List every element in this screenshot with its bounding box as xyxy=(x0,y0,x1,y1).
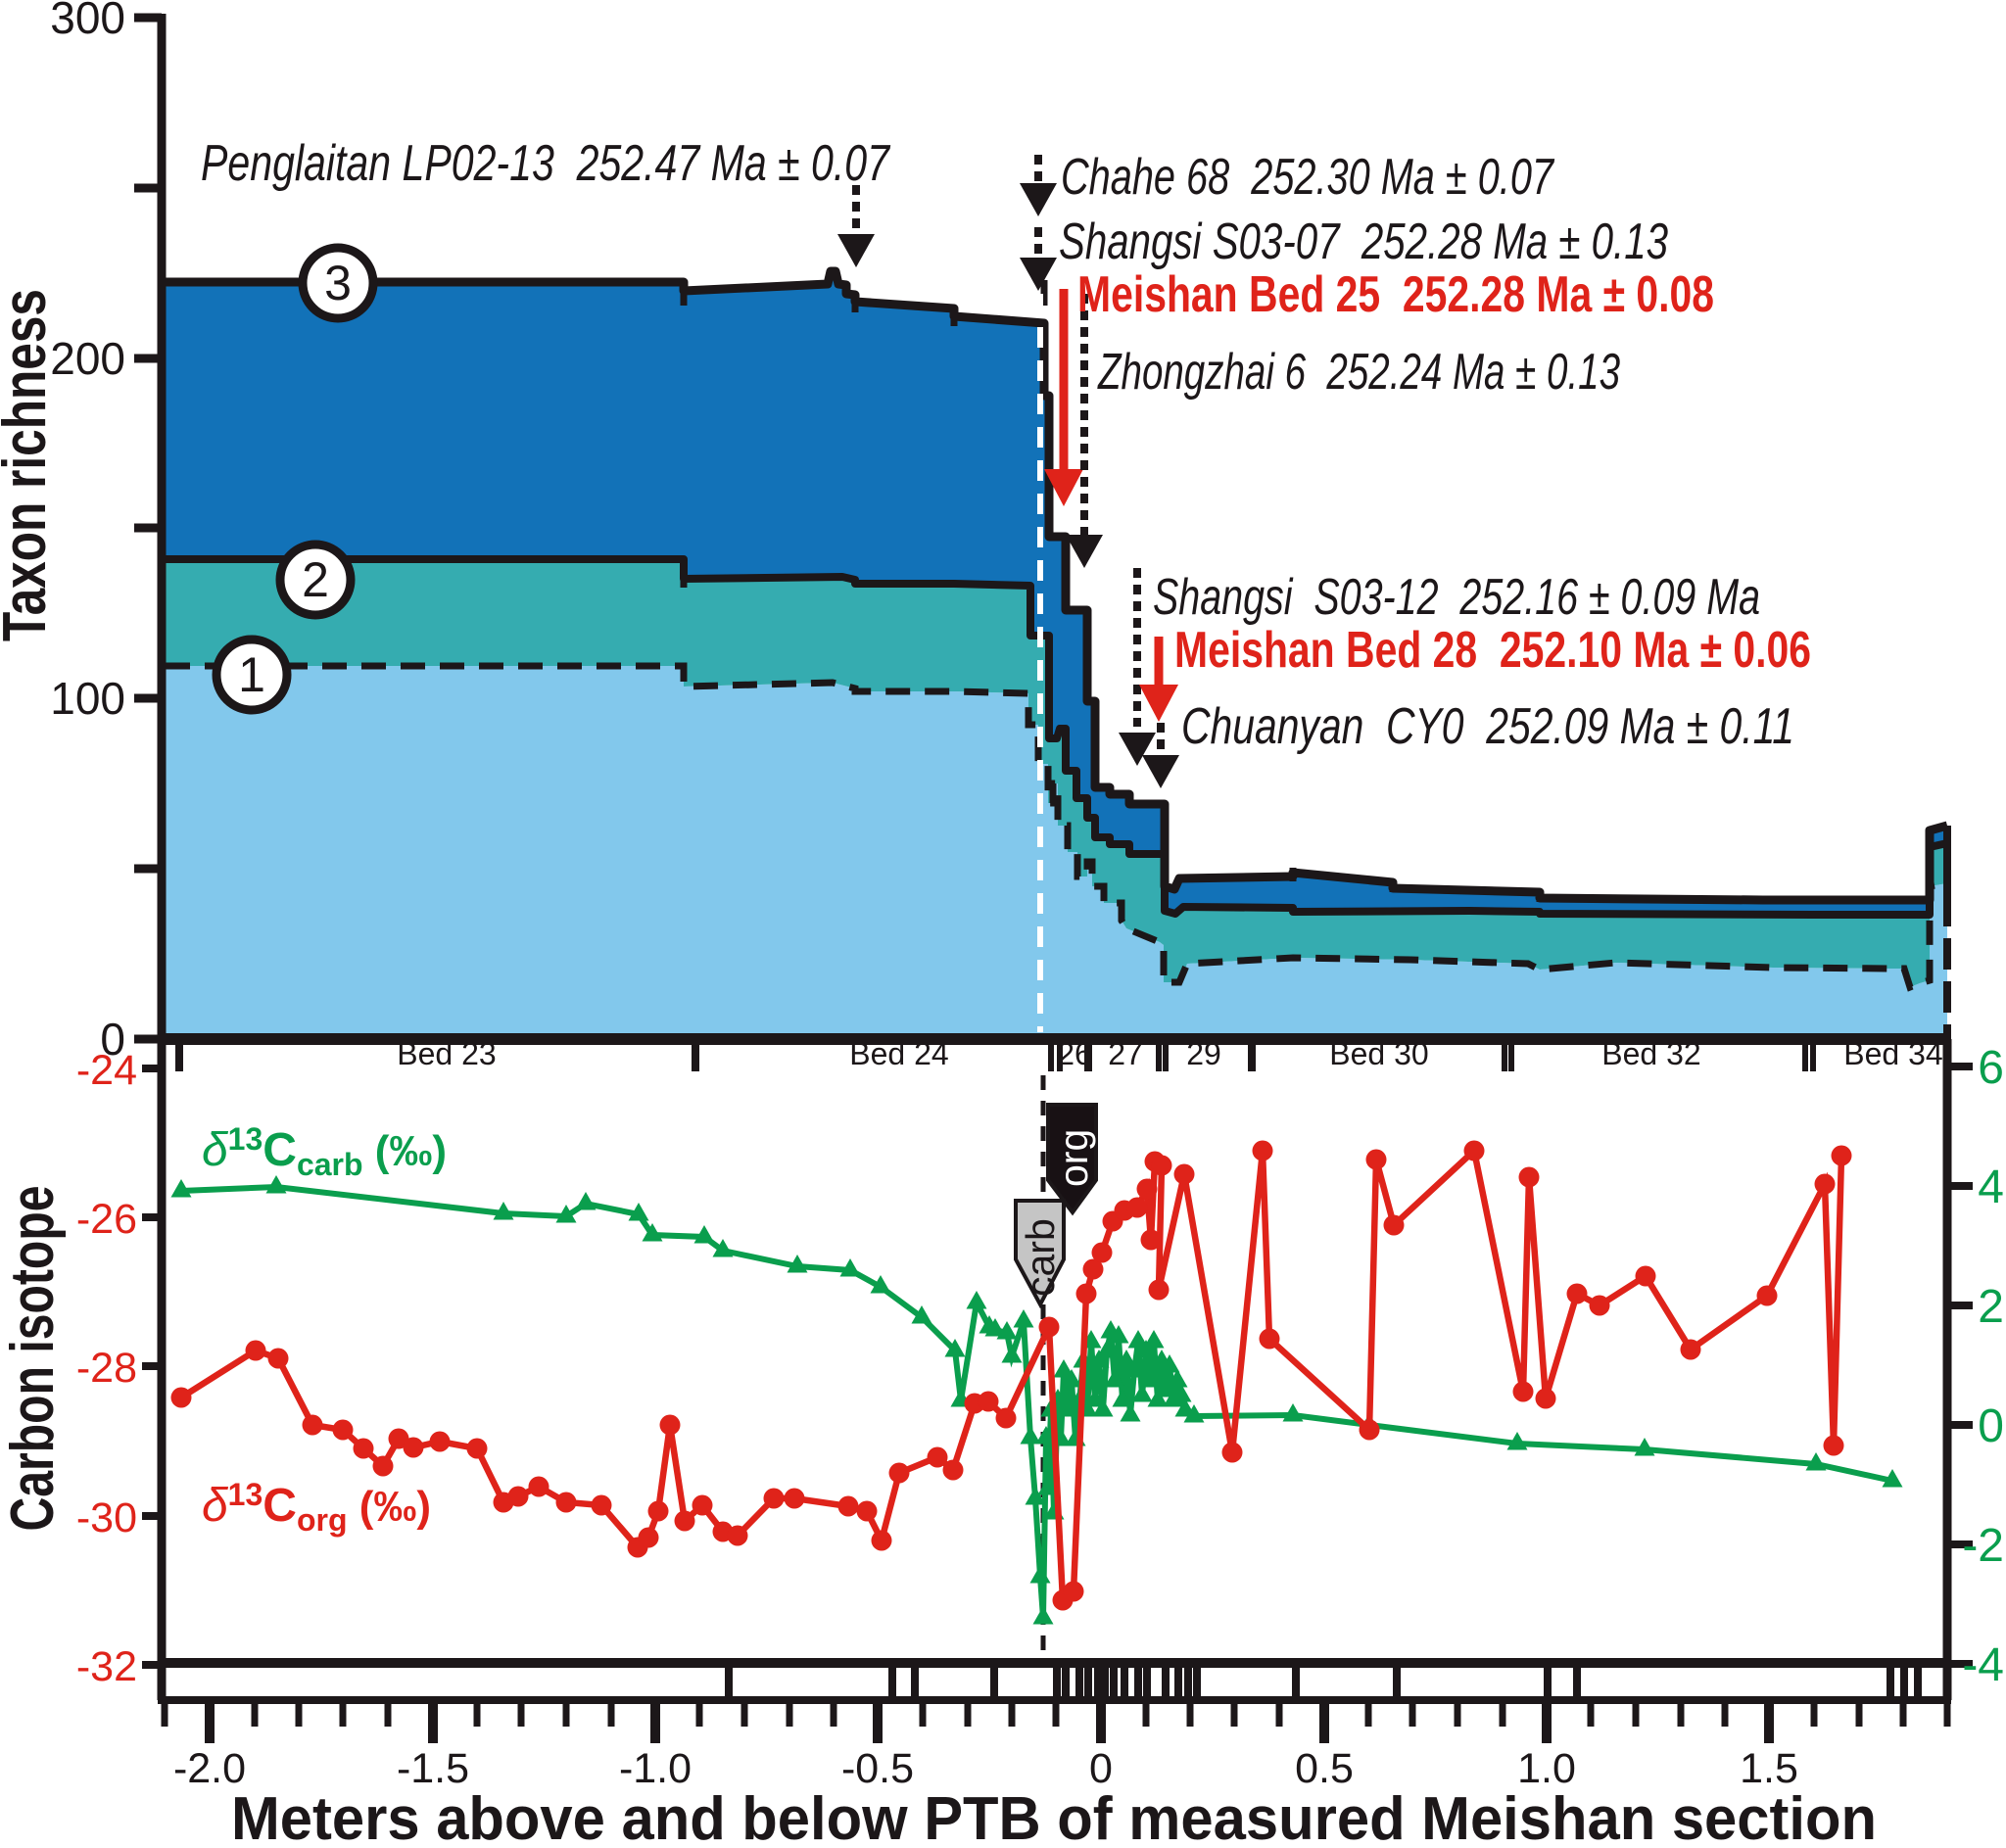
svg-text:org: org xyxy=(1051,1129,1096,1187)
svg-text:Bed 30: Bed 30 xyxy=(1329,1036,1428,1071)
svg-text:Bed 23: Bed 23 xyxy=(397,1036,496,1071)
svg-text:100: 100 xyxy=(50,673,125,724)
svg-text:-4: -4 xyxy=(1962,1639,2004,1691)
svg-text:Meters above and below PTB of: Meters above and below PTB of measured M… xyxy=(231,1785,1877,1848)
svg-text:3: 3 xyxy=(324,256,352,310)
svg-text:δ13Ccarb (‰): δ13Ccarb (‰) xyxy=(202,1121,447,1182)
svg-text:Shangsi S03-07 252.28 Ma ± 0.: Shangsi S03-07 252.28 Ma ± 0.13 xyxy=(1059,213,1668,270)
svg-text:Carbon isotope: Carbon isotope xyxy=(0,1186,67,1532)
svg-text:-1.5: -1.5 xyxy=(397,1745,469,1792)
svg-text:1.0: 1.0 xyxy=(1517,1745,1576,1792)
svg-text:Meishan Bed 28 252.10 Ma ± 0.: Meishan Bed 28 252.10 Ma ± 0.06 xyxy=(1174,622,1811,679)
svg-text:2: 2 xyxy=(302,552,329,607)
svg-text:300: 300 xyxy=(50,0,125,43)
svg-text:-28: -28 xyxy=(76,1345,137,1392)
svg-text:-32: -32 xyxy=(76,1643,137,1690)
svg-text:0: 0 xyxy=(1978,1400,2004,1452)
svg-text:Shangsi S03-12 252.16 ± 0.09: Shangsi S03-12 252.16 ± 0.09 Ma xyxy=(1153,569,1760,626)
svg-text:0.5: 0.5 xyxy=(1295,1745,1354,1792)
svg-text:27: 27 xyxy=(1108,1036,1143,1071)
svg-text:Taxon richness: Taxon richness xyxy=(0,289,59,641)
svg-text:Bed 34: Bed 34 xyxy=(1843,1036,1942,1071)
svg-text:-0.5: -0.5 xyxy=(841,1745,914,1792)
svg-text:Chuanyan CY0 252.09 Ma ± 0.1: Chuanyan CY0 252.09 Ma ± 0.11 xyxy=(1181,698,1794,755)
svg-text:26: 26 xyxy=(1057,1036,1092,1071)
svg-text:Penglaitan LP02-13 252.47 Ma: Penglaitan LP02-13 252.47 Ma ± 0.07 xyxy=(201,135,891,192)
svg-text:δ13Corg (‰): δ13Corg (‰) xyxy=(202,1477,431,1538)
svg-text:29: 29 xyxy=(1186,1036,1221,1071)
svg-text:carb: carb xyxy=(1018,1218,1063,1297)
svg-text:1: 1 xyxy=(238,647,265,702)
svg-text:-24: -24 xyxy=(76,1047,137,1094)
svg-text:6: 6 xyxy=(1978,1042,2004,1094)
svg-text:200: 200 xyxy=(50,333,125,384)
svg-text:1.5: 1.5 xyxy=(1740,1745,1798,1792)
svg-text:Bed 32: Bed 32 xyxy=(1601,1036,1700,1071)
svg-text:-1.0: -1.0 xyxy=(619,1745,692,1792)
svg-text:0: 0 xyxy=(1089,1745,1113,1792)
svg-text:-30: -30 xyxy=(76,1494,137,1541)
svg-text:Bed 24: Bed 24 xyxy=(849,1036,948,1071)
svg-text:-26: -26 xyxy=(76,1196,137,1243)
svg-text:-2.0: -2.0 xyxy=(173,1745,246,1792)
svg-text:-2: -2 xyxy=(1962,1520,2004,1572)
svg-text:Meishan Bed 25 252.28 Ma ± 0.: Meishan Bed 25 252.28 Ma ± 0.08 xyxy=(1077,266,1714,323)
svg-text:Chahe 68 252.30 Ma ± 0.07: Chahe 68 252.30 Ma ± 0.07 xyxy=(1061,149,1555,206)
svg-text:4: 4 xyxy=(1978,1161,2004,1213)
svg-text:Zhongzhai 6 252.24 Ma ± 0.13: Zhongzhai 6 252.24 Ma ± 0.13 xyxy=(1097,344,1621,401)
svg-text:0: 0 xyxy=(100,1014,125,1065)
svg-text:2: 2 xyxy=(1978,1281,2004,1333)
